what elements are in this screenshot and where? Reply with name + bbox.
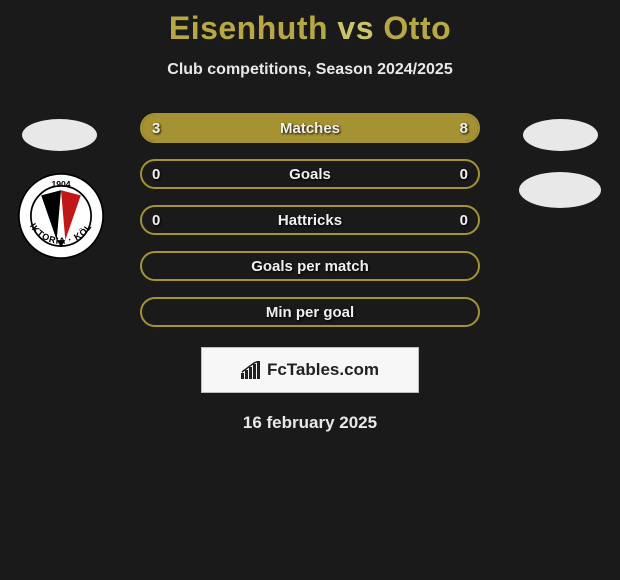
player2-name: Otto	[383, 10, 451, 46]
comparison-title: Eisenhuth vs Otto	[0, 0, 620, 47]
stat-value-left	[152, 299, 192, 325]
stat-value-right: 0	[428, 207, 468, 233]
stat-row-hattricks: Hattricks00	[140, 205, 480, 235]
stat-row-goals-per-match: Goals per match	[140, 251, 480, 281]
team1-logo: 1904 VIKTORIA · KÖLN	[18, 173, 104, 259]
viktoria-koeln-logo-icon: 1904 VIKTORIA · KÖLN	[18, 173, 104, 259]
branding-text: FcTables.com	[267, 360, 379, 380]
stat-row-goals: Goals00	[140, 159, 480, 189]
stat-value-right	[428, 299, 468, 325]
stat-value-left: 0	[152, 161, 192, 187]
branding-box: FcTables.com	[201, 347, 419, 393]
vs-text: vs	[337, 10, 374, 46]
stat-value-left: 3	[152, 115, 192, 141]
stat-row-min-per-goal: Min per goal	[140, 297, 480, 327]
team2-logo-placeholder	[519, 172, 601, 208]
svg-text:1904: 1904	[51, 179, 70, 189]
stat-bars: Matches38Goals00Hattricks00Goals per mat…	[140, 113, 480, 343]
player1-name: Eisenhuth	[169, 10, 328, 46]
player2-photo-placeholder	[523, 119, 598, 151]
stat-value-right	[428, 253, 468, 279]
stat-value-left: 0	[152, 207, 192, 233]
stat-row-matches: Matches38	[140, 113, 480, 143]
subtitle: Club competitions, Season 2024/2025	[0, 61, 620, 79]
comparison-content: 1904 VIKTORIA · KÖLN Matches38Goals00Hat…	[0, 113, 620, 343]
date-text: 16 february 2025	[0, 413, 620, 433]
player1-photo-placeholder	[22, 119, 97, 151]
stat-value-right: 8	[428, 115, 468, 141]
bars-icon	[241, 361, 261, 379]
stat-value-left	[152, 253, 192, 279]
stat-value-right: 0	[428, 161, 468, 187]
